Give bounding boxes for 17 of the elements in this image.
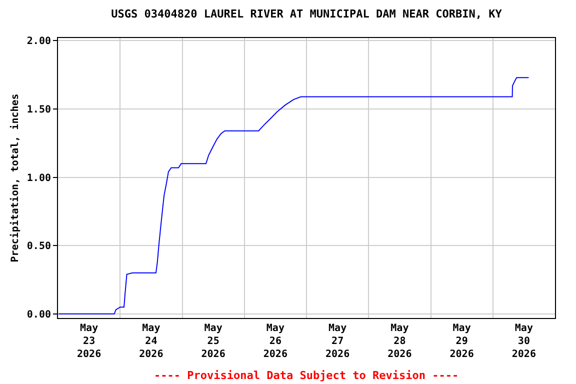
- x-tick-label: May 30 2026: [512, 323, 536, 360]
- y-tick-label: 0.50: [26, 241, 51, 252]
- y-tick-label: 0.00: [26, 309, 51, 320]
- text: ---- Provisional Data Subject to Revision ----: [154, 369, 459, 382]
- line-series: [58, 77, 530, 314]
- y-tick-label: 1.00: [26, 172, 51, 184]
- y-axis-title: Precipitation, total, inches: [8, 94, 21, 262]
- chart-title: USGS 03404820 LAUREL RIVER AT MUNICIPAL DAM NEAR CORBIN, KY: [111, 7, 502, 20]
- y-tick-label: 2.00: [26, 36, 51, 48]
- y-tick-label: 1.50: [26, 104, 51, 116]
- x-tick-label: May 28 2026: [388, 323, 412, 360]
- x-tick-label: May 24 2026: [139, 323, 164, 360]
- x-tick-label: May 27 2026: [326, 323, 350, 360]
- x-tick-label: May 26 2026: [263, 323, 288, 360]
- x-tick-label: May 29 2026: [450, 323, 474, 360]
- x-tick-label: May 23 2026: [77, 323, 102, 360]
- x-tick-label: May 25 2026: [201, 323, 226, 360]
